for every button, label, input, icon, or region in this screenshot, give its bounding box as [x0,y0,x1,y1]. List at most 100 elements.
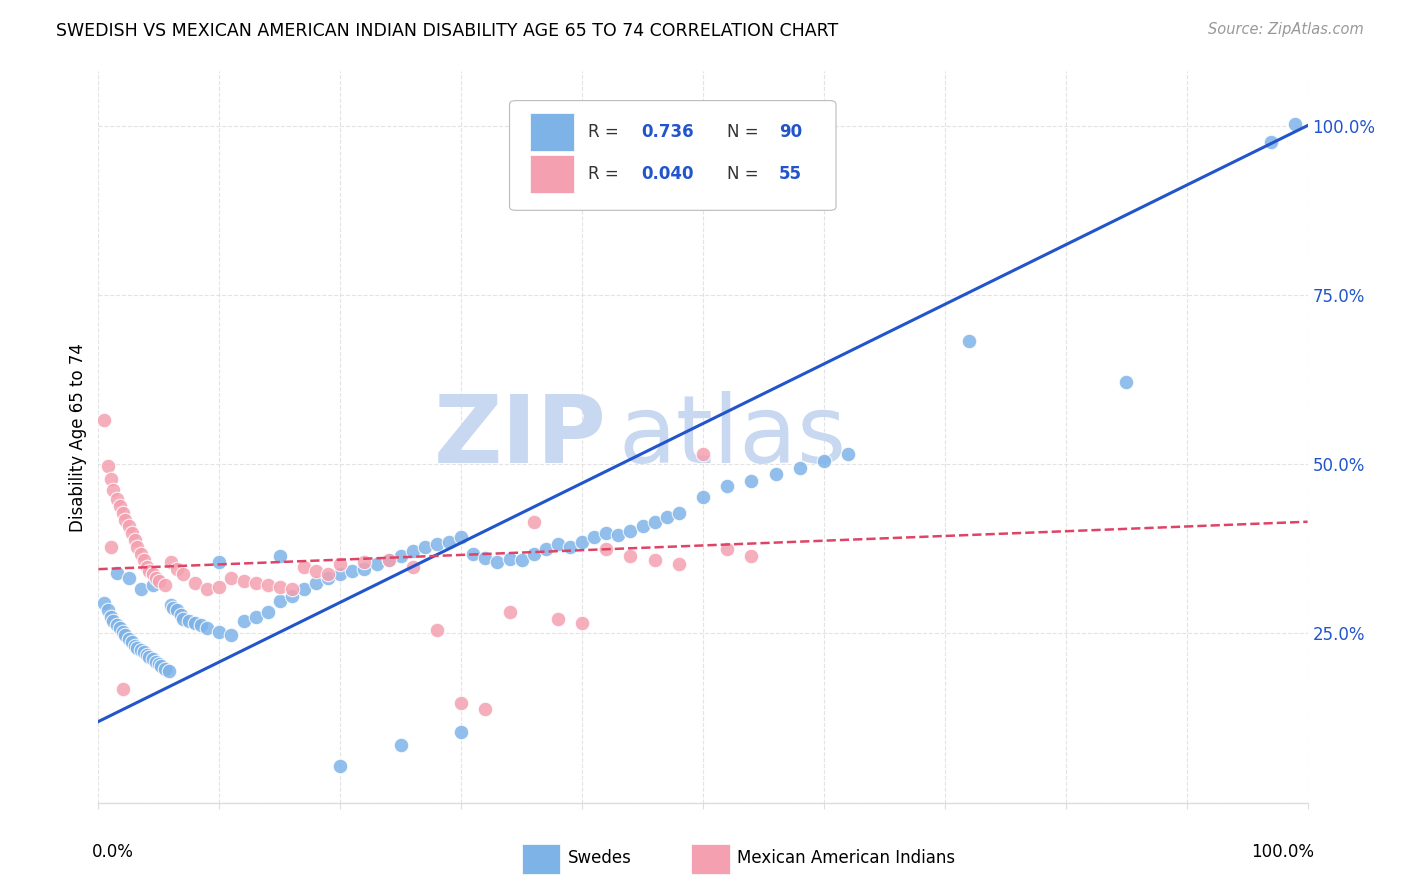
Point [402,560,425,574]
Point [426,623,449,637]
Point [281,582,304,597]
Point [607,528,630,542]
Point [93,596,115,610]
Point [740,474,762,488]
Point [377,553,399,567]
Point [692,447,714,461]
Point [547,537,569,551]
Point [190,618,212,632]
Text: 90: 90 [779,123,803,141]
Point [668,506,690,520]
Point [97,458,120,473]
Point [157,664,180,678]
Point [413,540,436,554]
Point [463,547,485,561]
Text: N =: N = [727,165,763,183]
Point [121,526,143,541]
Point [221,571,243,585]
Point [631,519,654,533]
Point [716,541,738,556]
Point [148,657,170,671]
Point [437,535,460,549]
Point [377,553,399,567]
Point [765,467,787,482]
Point [619,549,641,563]
Point [127,641,149,656]
Point [595,541,617,556]
Point [498,552,520,566]
Text: Swedes: Swedes [568,848,631,867]
Point [195,621,218,635]
Point [100,609,122,624]
Point [402,544,425,558]
Point [208,625,231,640]
Point [134,645,156,659]
Point [184,616,207,631]
Point [256,605,278,619]
Point [523,547,546,561]
FancyBboxPatch shape [509,101,837,211]
Point [124,639,146,653]
Point [166,562,188,576]
Point [329,558,352,572]
Point [426,537,449,551]
Point [353,562,375,576]
Point [305,564,328,578]
Y-axis label: Disability Age 65 to 74: Disability Age 65 to 74 [69,343,87,532]
Point [655,510,678,524]
Point [184,575,207,590]
Point [153,662,176,676]
Point [389,738,412,752]
Point [245,609,267,624]
Text: Source: ZipAtlas.com: Source: ZipAtlas.com [1208,22,1364,37]
Point [232,574,254,588]
Point [97,603,120,617]
Point [138,650,160,665]
Point [329,758,352,772]
Point [129,582,152,597]
Point [595,526,617,541]
Point [138,564,160,578]
Point [450,724,472,739]
Text: R =: R = [588,165,624,183]
Point [166,603,188,617]
Point [316,566,339,581]
Point [1115,375,1137,389]
Point [111,625,134,640]
Point [692,490,714,504]
Point [474,550,496,565]
Point [160,555,183,569]
Point [135,648,157,662]
Point [118,519,141,533]
Text: 0.0%: 0.0% [93,843,134,861]
Point [118,571,141,585]
Bar [690,845,730,874]
Text: SWEDISH VS MEXICAN AMERICAN INDIAN DISABILITY AGE 65 TO 74 CORRELATION CHART: SWEDISH VS MEXICAN AMERICAN INDIAN DISAB… [56,22,838,40]
Point [547,611,569,625]
Point [837,447,859,461]
Point [583,530,606,544]
Point [100,472,122,486]
Text: ZIP: ZIP [433,391,606,483]
Point [305,575,328,590]
Point [644,515,666,529]
Point [208,581,231,595]
Point [160,598,183,612]
Point [256,578,278,592]
Point [1260,136,1282,150]
Point [342,564,364,578]
Point [353,555,375,569]
Point [523,515,546,529]
Point [269,581,291,595]
Point [100,540,122,554]
Point [571,616,593,631]
Point [316,571,339,585]
Point [129,643,152,657]
Point [111,506,134,520]
Point [571,535,593,549]
Point [108,621,131,635]
Point [269,594,291,608]
Point [292,560,315,574]
Point [127,540,149,554]
Point [105,566,128,580]
